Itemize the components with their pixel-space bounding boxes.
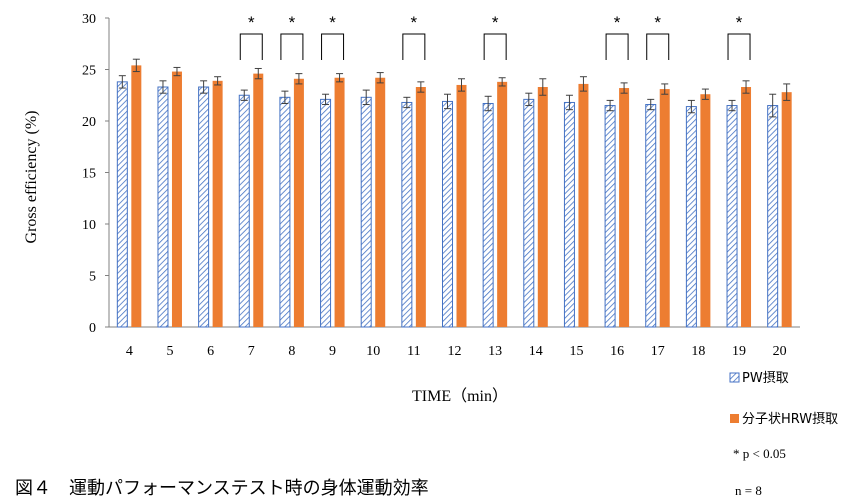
bar-pw <box>563 101 575 328</box>
bar-hrw <box>659 89 670 327</box>
y-tick-label: 20 <box>82 115 96 130</box>
bar-pw <box>645 104 657 328</box>
bar-pw <box>604 105 616 328</box>
y-tick-label: 0 <box>89 321 96 336</box>
figure-caption: 図４ 運動パフォーマンステスト時の身体運動効率 <box>15 478 429 499</box>
significance-star: * <box>248 13 255 32</box>
y-tick-label: 30 <box>82 12 96 27</box>
significance-bracket <box>280 33 304 60</box>
y-tick-label: 10 <box>82 218 96 233</box>
x-tick-label: 14 <box>529 344 543 359</box>
bar-hrw <box>212 80 223 327</box>
legend-label-pw: PW摂取 <box>742 370 789 386</box>
plot-area: 0 5 10 15 20 25 30 4 5 6 7 * 8 * 9 * 10 11 * 12 13 * 14 15 16 * 17… <box>82 12 800 359</box>
x-tick-label: 16 <box>610 344 624 359</box>
bar-hrw <box>741 87 752 327</box>
y-tick-label: 5 <box>89 270 96 285</box>
significance-bracket <box>646 33 670 60</box>
bar-pw <box>726 105 738 328</box>
x-tick-label: 11 <box>407 344 420 359</box>
bar-pw <box>157 86 169 328</box>
x-tick-label: 10 <box>366 344 380 359</box>
significance-star: * <box>614 13 621 32</box>
significance-bracket <box>321 33 345 60</box>
x-tick-label: 12 <box>448 344 462 359</box>
bar-pw <box>685 106 697 328</box>
bar-hrw <box>375 77 386 328</box>
y-tick-label: 25 <box>82 64 96 79</box>
bar-pw <box>279 96 291 328</box>
sample-size-note: n = 8 <box>735 483 762 498</box>
bar-pw <box>482 102 494 328</box>
y-axis-title: Gross efficiency (%) <box>23 111 40 244</box>
bar-hrw <box>253 73 264 328</box>
bar-hrw <box>578 83 589 327</box>
significance-bracket <box>727 33 751 60</box>
significance-star: * <box>736 13 743 32</box>
x-tick-label: 15 <box>569 344 583 359</box>
legend-swatch-hrw <box>730 414 739 423</box>
legend-label-hrw: 分子状HRW摂取 <box>742 411 838 427</box>
bar-hrw <box>293 78 304 328</box>
significance-bracket <box>239 33 263 60</box>
x-tick-label: 19 <box>732 344 746 359</box>
significance-star: * <box>492 13 499 32</box>
x-tick-label: 5 <box>166 344 173 359</box>
bar-hrw <box>700 94 711 327</box>
bar-pw <box>238 94 250 328</box>
bar-pw <box>320 98 332 328</box>
significance-bracket <box>483 33 507 60</box>
significance-bracket <box>402 33 426 60</box>
x-tick-label: 20 <box>773 344 787 359</box>
x-tick-label: 4 <box>126 344 133 359</box>
legend: PW摂取 分子状HRW摂取 <box>729 370 838 427</box>
bar-pw <box>442 100 453 328</box>
bar-hrw <box>619 88 630 327</box>
bar-pw <box>523 98 535 328</box>
legend-swatch-pw <box>729 372 740 383</box>
x-tick-label: 7 <box>248 344 255 359</box>
y-tick-label: 15 <box>82 167 96 182</box>
significance-bracket <box>605 33 629 60</box>
bar-pw <box>116 81 128 328</box>
significance-note: * p < 0.05 <box>733 446 786 461</box>
bar-pw <box>767 105 779 328</box>
x-tick-label: 8 <box>288 344 295 359</box>
x-tick-label: 13 <box>488 344 502 359</box>
x-tick-label: 9 <box>329 344 336 359</box>
bar-pw <box>401 101 413 328</box>
bar-hrw <box>537 87 548 327</box>
bar-hrw <box>171 71 182 327</box>
bar-hrw <box>334 77 345 328</box>
significance-star: * <box>654 13 661 32</box>
bar-pw <box>360 96 372 328</box>
significance-star: * <box>411 13 418 32</box>
significance-star: * <box>329 13 336 32</box>
x-axis-title: TIME（min） <box>412 387 508 405</box>
bar-hrw <box>456 84 467 327</box>
bar-hrw <box>497 81 508 327</box>
significance-star: * <box>289 13 296 32</box>
x-tick-label: 6 <box>207 344 214 359</box>
x-tick-label: 17 <box>651 344 665 359</box>
x-tick-label: 18 <box>691 344 705 359</box>
bar-hrw <box>131 65 142 327</box>
bar-hrw <box>415 87 426 327</box>
bar-pw <box>198 86 210 328</box>
bar-hrw <box>781 92 792 327</box>
